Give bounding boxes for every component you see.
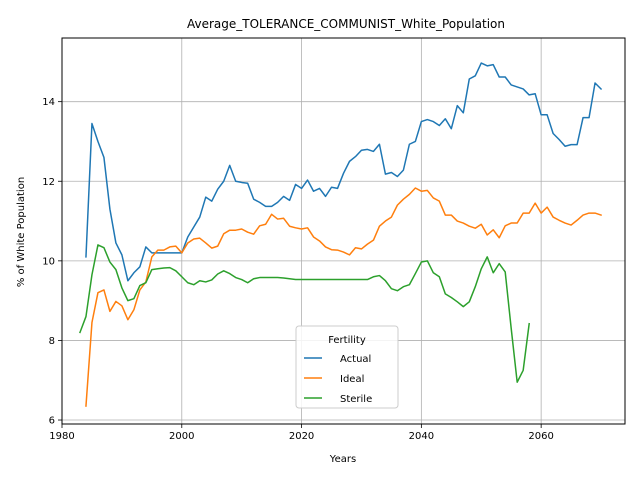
y-tick-label: 6 (49, 416, 55, 427)
x-tick-label: 1980 (49, 431, 74, 442)
chart-title: Average_TOLERANCE_COMMUNIST_White_Popula… (187, 17, 505, 31)
plot-frame (61, 37, 626, 425)
y-tick-label: 12 (42, 177, 55, 188)
legend-label-sterile: Sterile (340, 394, 372, 405)
y-tick-label: 10 (42, 256, 55, 267)
x-axis-label: Years (329, 454, 356, 465)
x-tick-label: 2020 (289, 431, 314, 442)
y-tick-label: 14 (42, 97, 55, 108)
y-axis-label: % of White Population (16, 177, 27, 287)
legend-box (295, 325, 399, 409)
legend-label-ideal: Ideal (340, 374, 364, 385)
series-line-actual (85, 62, 603, 282)
y-tick-label: 8 (49, 336, 55, 347)
series-line-ideal (85, 187, 602, 407)
grid (61, 38, 625, 424)
legend: Fertility Actual Ideal Sterile (295, 325, 399, 409)
x-tick-label: 2040 (409, 431, 434, 442)
ticks: 1980 2000 2020 2040 2060 6 8 10 12 14 (42, 97, 554, 442)
series-layer (79, 62, 603, 407)
series-line-sterile (79, 244, 531, 383)
x-tick-label: 2000 (169, 431, 194, 442)
x-tick-label: 2060 (528, 431, 553, 442)
legend-label-actual: Actual (340, 354, 371, 365)
legend-title: Fertility (328, 335, 366, 346)
